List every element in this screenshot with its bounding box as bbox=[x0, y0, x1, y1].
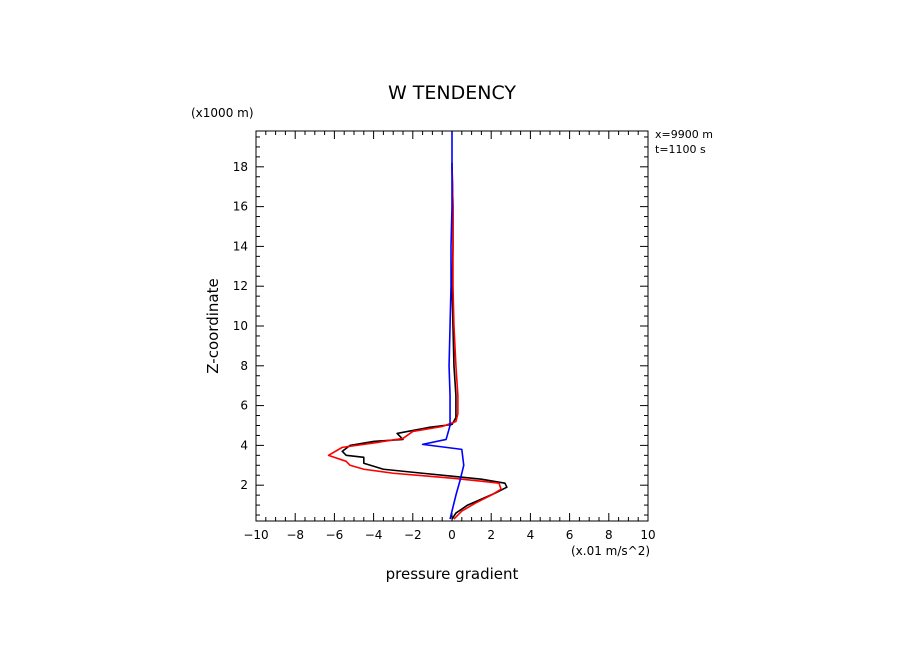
x-tick-label: 2 bbox=[487, 528, 495, 542]
y-tick-label: 4 bbox=[240, 438, 248, 452]
x-tick-label: 4 bbox=[527, 528, 535, 542]
x-tick-label: −4 bbox=[365, 528, 383, 542]
y-tick-label: 18 bbox=[233, 160, 248, 174]
y-axis-label: Z-coordinate bbox=[204, 278, 222, 373]
x-tick-label: −10 bbox=[243, 528, 268, 542]
y-tick-label: 10 bbox=[233, 319, 248, 333]
series-line-1 bbox=[327, 166, 502, 520]
chart-title: W TENDENCY bbox=[388, 82, 516, 104]
x-tick-label: 10 bbox=[640, 528, 655, 542]
y-tick-label: 6 bbox=[240, 399, 248, 413]
series-lines bbox=[327, 131, 508, 520]
x-tick-label: 8 bbox=[605, 528, 613, 542]
y-tick-label: 16 bbox=[233, 200, 248, 214]
axis-tick-labels: −10 −8 −6 −4 −2 0 2 4 6 8 10 2 4 6 8 10 12 14 16 18 bbox=[233, 160, 656, 542]
x-tick-label: −6 bbox=[326, 528, 344, 542]
x-axis-label: pressure gradient bbox=[386, 565, 519, 583]
x-tick-label: −8 bbox=[286, 528, 304, 542]
y-axis-units: (x1000 m) bbox=[191, 106, 254, 120]
y-tick-label: 8 bbox=[240, 359, 248, 373]
y-tick-label: 12 bbox=[233, 279, 248, 293]
x-tick-label: −2 bbox=[404, 528, 422, 542]
y-tick-label: 14 bbox=[233, 239, 248, 253]
plot-frame bbox=[255, 130, 649, 522]
x-tick-label: 0 bbox=[448, 528, 456, 542]
annotation-x-position: x=9900 m bbox=[655, 128, 713, 141]
y-tick-label: 2 bbox=[240, 478, 248, 492]
annotation-time: t=1100 s bbox=[655, 143, 706, 156]
series-line-0 bbox=[341, 162, 508, 520]
x-axis-units: (x.01 m/s^2) bbox=[571, 544, 650, 558]
axis-ticks bbox=[255, 131, 649, 521]
series-line-2 bbox=[421, 131, 465, 520]
x-tick-label: 6 bbox=[566, 528, 574, 542]
